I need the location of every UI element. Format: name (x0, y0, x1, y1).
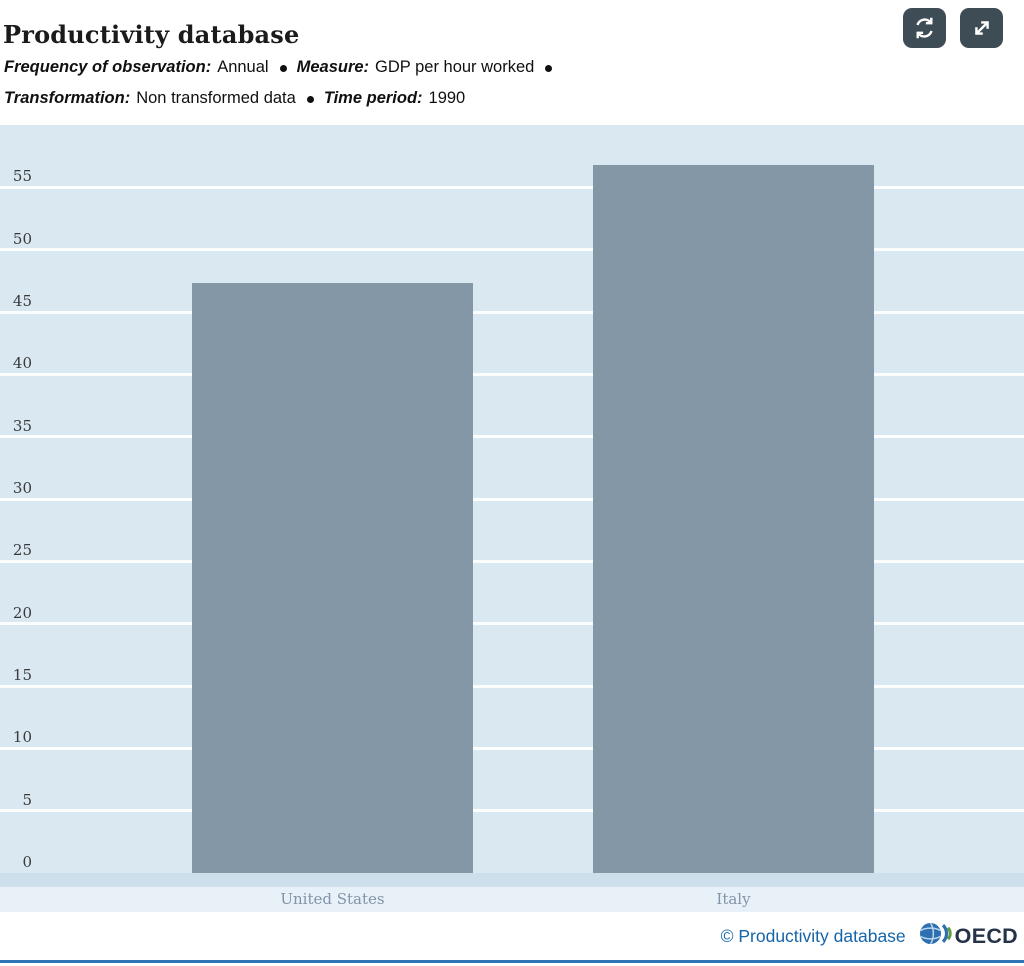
y-tick-label: 25 (12, 541, 32, 560)
plot-area: 0 5 10 15 20 25 30 35 40 45 50 55 (0, 125, 1024, 873)
y-tick-label: 20 (12, 603, 32, 622)
y-tick-label: 15 (12, 666, 32, 684)
x-category-label: Italy (716, 890, 751, 908)
x-axis-line (0, 873, 1024, 887)
y-tick-label: 0 (22, 853, 32, 871)
chart-footer: © Productivity database OECD (0, 912, 1024, 960)
gridline (0, 622, 1024, 626)
y-tick-label: 55 (12, 167, 32, 186)
y-tick-label: 40 (12, 354, 32, 373)
oecd-logo: OECD (919, 920, 1018, 952)
oecd-wordmark: OECD (954, 923, 1018, 948)
fullscreen-button[interactable] (960, 8, 1003, 48)
meta-label: Measure: (296, 58, 370, 76)
y-tick-label: 35 (12, 416, 32, 435)
gridline (0, 372, 1024, 376)
chart-header: Productivity database Frequency of obser… (0, 0, 1024, 125)
meta-value: 1990 (428, 89, 466, 107)
gridline (0, 559, 1024, 563)
bar-italy[interactable] (593, 164, 874, 873)
bullet-icon (545, 65, 553, 72)
meta-value: GDP per hour worked (375, 58, 535, 76)
refresh-button[interactable] (903, 8, 946, 48)
gridline (0, 746, 1024, 750)
gridline (0, 248, 1024, 252)
meta-value: Non transformed data (136, 89, 296, 107)
gridline (0, 497, 1024, 501)
gridline (0, 310, 1024, 314)
attribution-link[interactable]: © Productivity database (720, 925, 906, 946)
meta-label: Transformation: (4, 89, 131, 107)
y-tick-label: 5 (22, 790, 32, 809)
meta-value: Annual (217, 58, 269, 76)
meta-line-1: Frequency of observation: Annual Measure: G… (4, 58, 562, 77)
bottom-border (0, 960, 1024, 963)
bullet-icon (279, 65, 287, 72)
gridline (0, 809, 1024, 813)
page-title: Productivity database (3, 20, 300, 49)
x-axis-labels: United States Italy (0, 887, 1024, 912)
y-tick-label: 30 (12, 479, 32, 497)
y-tick-label: 50 (12, 229, 32, 248)
y-tick-label: 10 (12, 728, 32, 747)
expand-icon (970, 16, 994, 40)
bullet-icon (306, 96, 314, 103)
refresh-icon (912, 16, 937, 40)
meta-label: Frequency of observation: (4, 58, 212, 76)
meta-label: Time period: (323, 89, 423, 107)
gridline (0, 684, 1024, 688)
header-buttons (903, 8, 1003, 48)
gridline (0, 435, 1024, 439)
bar-united-states[interactable] (192, 283, 473, 873)
oecd-globe-icon (919, 920, 952, 952)
meta-line-2: Transformation: Non transformed data Time … (4, 89, 465, 108)
gridline (0, 185, 1024, 189)
y-tick-label: 45 (12, 292, 32, 310)
x-category-label: United States (280, 890, 385, 908)
